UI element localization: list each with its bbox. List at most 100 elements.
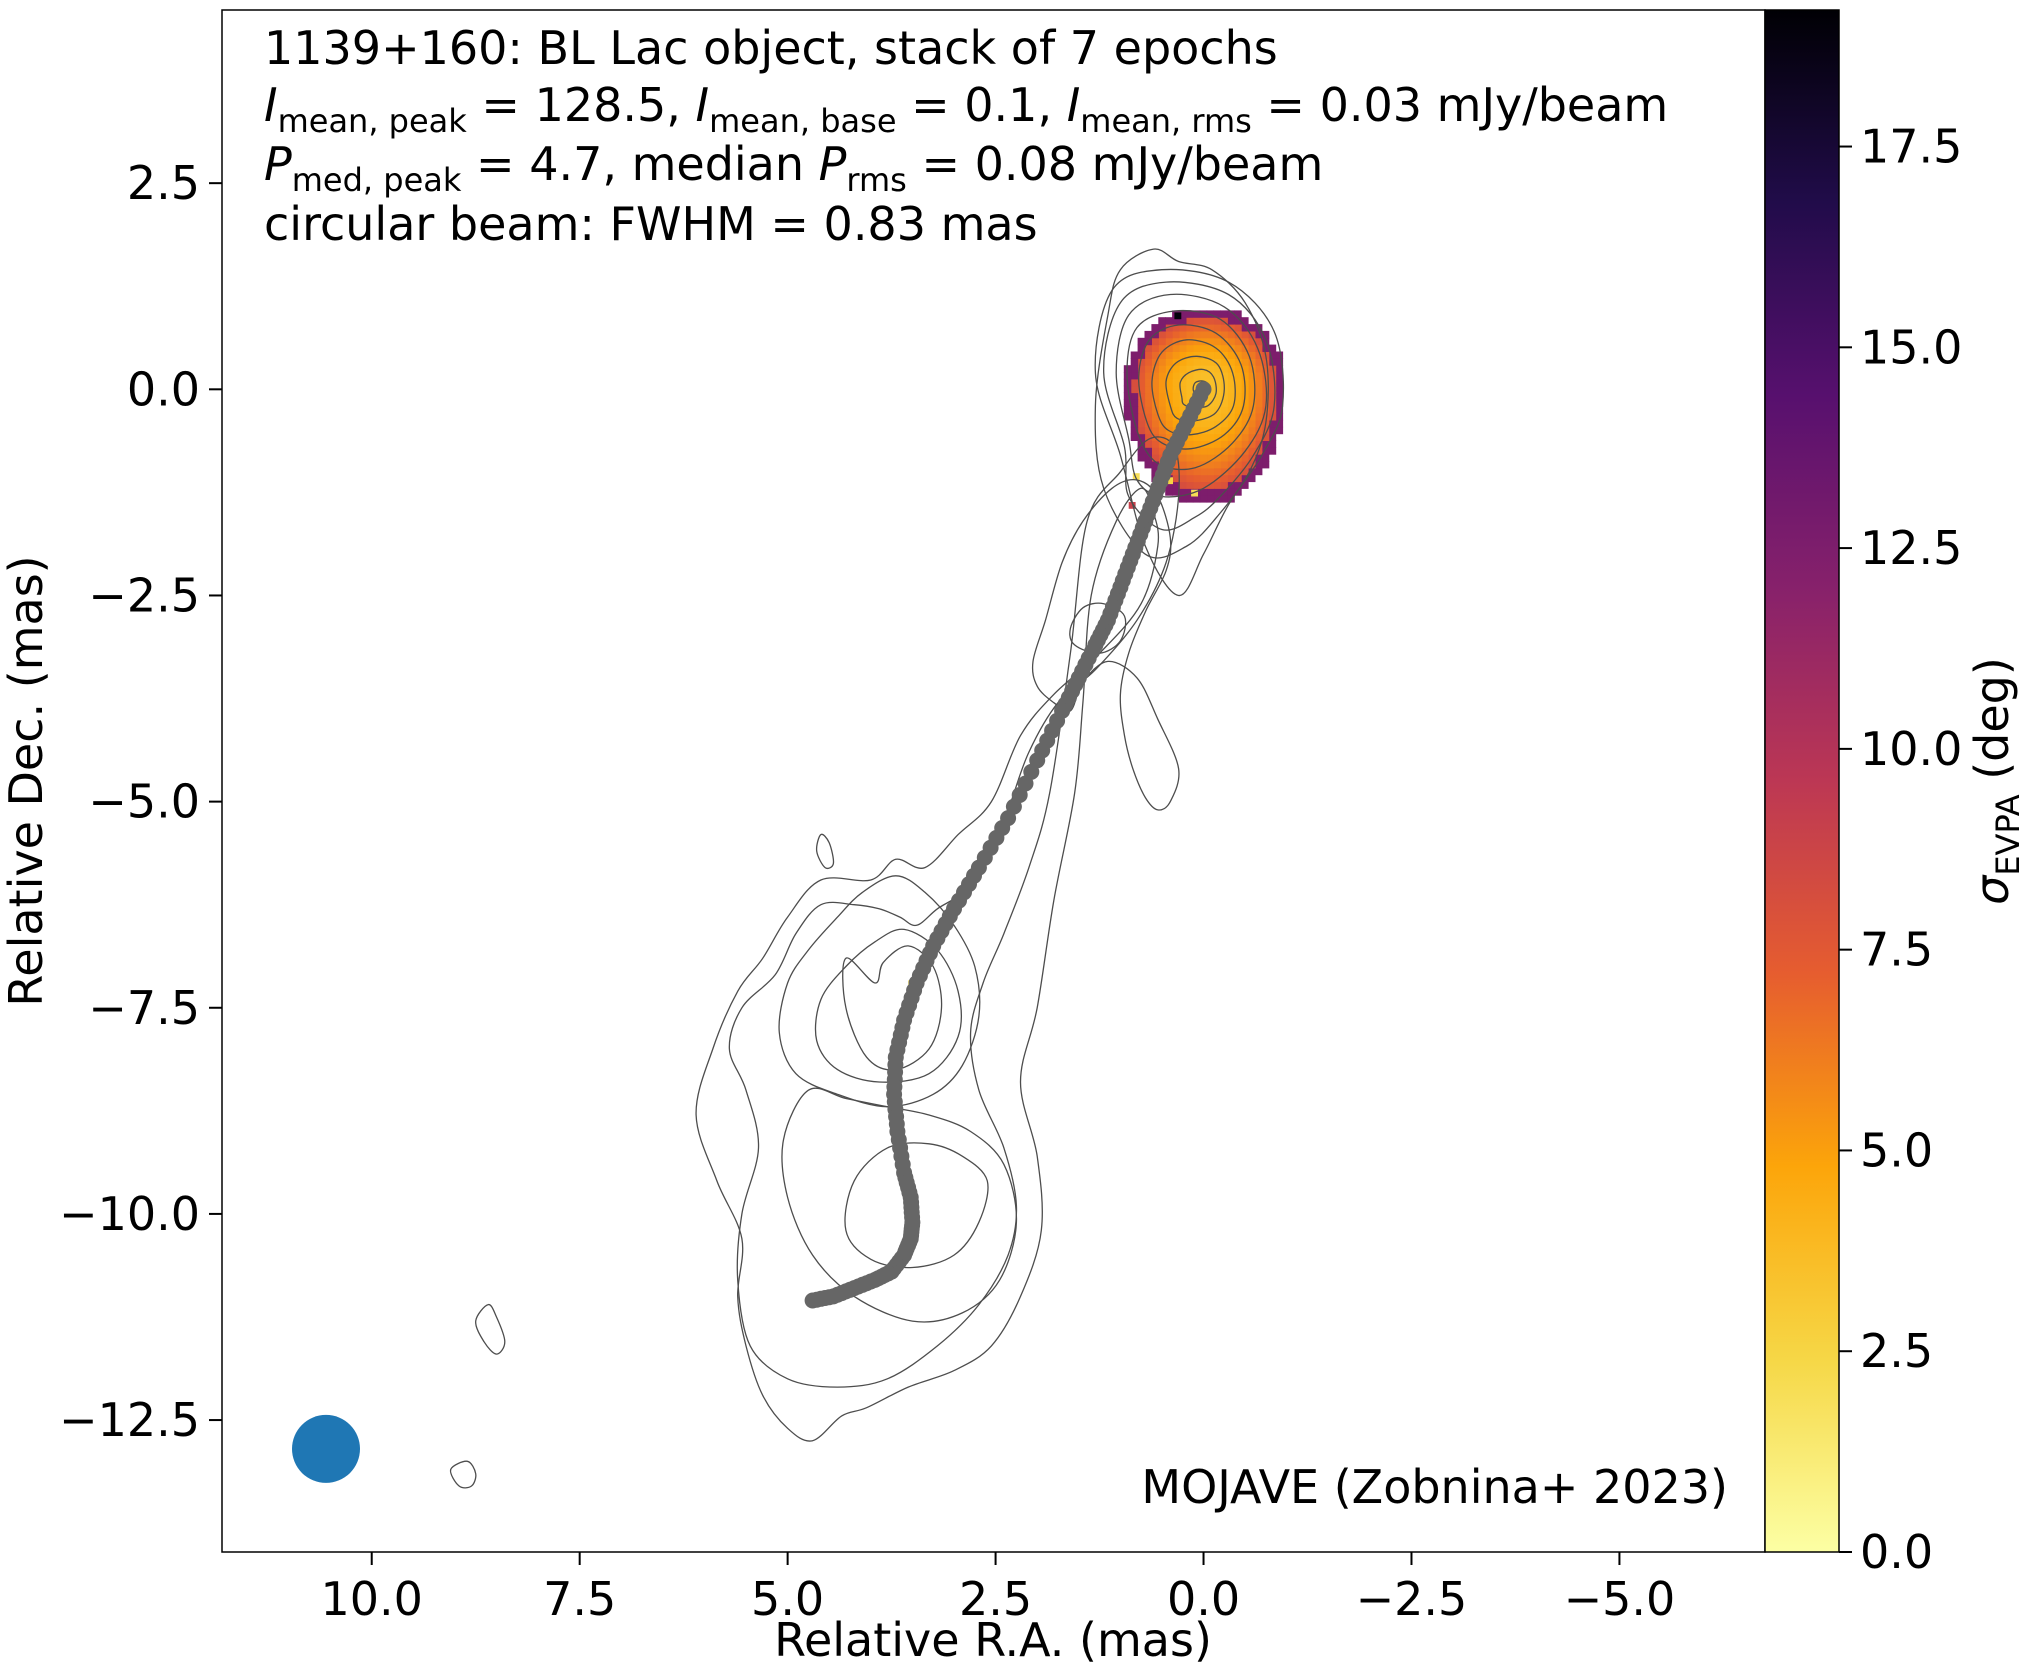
evpa-pixel — [1254, 358, 1263, 366]
evpa-pixel — [1241, 330, 1249, 339]
evpa-pixel — [1179, 330, 1187, 339]
evpa-pixel — [1206, 372, 1215, 380]
evpa-pixel — [1179, 337, 1187, 346]
evpa-pixel — [1268, 447, 1277, 455]
evpa-pixel — [1234, 358, 1242, 366]
evpa-pixel — [1234, 467, 1242, 476]
x-axis-ticks: 10.0 7.5 5.0 2.5 0.0 −2.5 −5.0 — [321, 1552, 1675, 1626]
evpa-pixel — [1206, 454, 1215, 462]
evpa-pixel — [1172, 385, 1180, 394]
evpa-pixel — [1268, 365, 1277, 373]
evpa-pixel — [1172, 365, 1180, 373]
evpa-pixel — [1144, 461, 1152, 469]
evpa-pixel — [1179, 372, 1187, 380]
evpa-pixel — [1206, 419, 1215, 428]
evpa-pixel — [1227, 461, 1235, 469]
polarization-symbol-2: P — [819, 137, 847, 191]
evpa-pixel — [1130, 365, 1139, 373]
evpa-pixel — [1248, 392, 1256, 400]
contour-line — [778, 875, 981, 1108]
evpa-pixel — [1227, 426, 1235, 435]
evpa-pixel — [1268, 344, 1277, 352]
evpa-pixel — [1206, 406, 1215, 414]
evpa-pixel — [1185, 392, 1194, 400]
evpa-pixel — [1234, 413, 1242, 421]
y-tick-label: −10.0 — [59, 1187, 200, 1241]
beam-ellipse — [292, 1414, 360, 1483]
evpa-pixel — [1261, 433, 1270, 441]
evpa-pixel — [1165, 406, 1173, 414]
evpa-pixel — [1206, 461, 1215, 469]
evpa-pixel — [1151, 365, 1159, 373]
evpa-pixel — [1241, 440, 1249, 448]
evpa-pixel — [1268, 392, 1277, 400]
contour-line — [728, 436, 1180, 1388]
evpa-pixel — [1199, 454, 1208, 462]
evpa-pixel — [1192, 461, 1201, 469]
evpa-pixel — [1151, 337, 1159, 346]
evpa-pixel — [1192, 481, 1201, 489]
evpa-pixel — [1220, 399, 1228, 407]
evpa-pixel — [1174, 312, 1182, 320]
evpa-pixel — [1172, 317, 1180, 325]
evpa-pixel — [1185, 337, 1194, 346]
evpa-pixel — [1213, 310, 1221, 318]
evpa-pixel — [1144, 344, 1152, 352]
evpa-pixel — [1234, 461, 1242, 469]
evpa-pixel — [1234, 440, 1242, 448]
evpa-pixel — [1227, 317, 1235, 325]
evpa-pixel — [1151, 454, 1159, 462]
evpa-pixel — [1165, 344, 1173, 352]
evpa-pixel — [1248, 330, 1256, 339]
evpa-pixel — [1151, 324, 1159, 332]
evpa-pixel — [1275, 365, 1284, 373]
evpa-pixel — [1248, 419, 1256, 428]
evpa-pixel — [1248, 365, 1256, 373]
evpa-pixel — [1227, 413, 1235, 421]
evpa-pixel — [1165, 392, 1173, 400]
evpa-pixel — [1241, 399, 1249, 407]
evpa-pixel — [1192, 344, 1201, 352]
evpa-pixel — [1234, 406, 1242, 414]
evpa-pixel — [1172, 419, 1180, 428]
evpa-pixel — [1185, 317, 1194, 325]
evpa-pixel — [1158, 413, 1166, 421]
evpa-pixel — [1144, 351, 1152, 359]
evpa-pixel — [1275, 351, 1284, 359]
evpa-pixel — [1213, 481, 1221, 489]
evpa-pixel — [1137, 372, 1146, 380]
title-line-1: 1139+160: BL Lac object, stack of 7 epoc… — [264, 21, 1278, 75]
evpa-pixel — [1248, 324, 1256, 332]
evpa-pixel — [1220, 372, 1228, 380]
evpa-pixel — [1220, 330, 1228, 339]
evpa-pixel — [1192, 351, 1201, 359]
value-med-peak: = 4.7, median — [461, 137, 818, 191]
evpa-pixel — [1248, 406, 1256, 414]
colorbar-label-subscript: EVPA — [1989, 794, 2021, 875]
colorbar-tick-label: 7.5 — [1860, 923, 1933, 977]
evpa-pixel — [1165, 337, 1173, 346]
evpa-pixel — [1261, 454, 1270, 462]
evpa-pixel — [1123, 392, 1132, 400]
x-tick-label: 0.0 — [1167, 1572, 1240, 1626]
evpa-pixel — [1206, 495, 1215, 503]
intensity-symbol: I — [264, 78, 278, 132]
evpa-pixel — [1172, 481, 1180, 489]
evpa-pixel — [1206, 447, 1215, 455]
evpa-pixel — [1158, 317, 1166, 325]
evpa-pixel — [1213, 440, 1221, 448]
evpa-pixel — [1158, 330, 1166, 339]
evpa-pixel — [1151, 358, 1159, 366]
colorbar-tick-label: 15.0 — [1860, 320, 1962, 374]
evpa-pixel — [1227, 392, 1235, 400]
evpa-pixel — [1158, 440, 1166, 448]
evpa-pixel — [1227, 351, 1235, 359]
y-tick-label: −7.5 — [88, 981, 200, 1035]
evpa-pixel — [1132, 473, 1140, 480]
evpa-pixel — [1213, 358, 1221, 366]
evpa-pixel — [1248, 433, 1256, 441]
evpa-pixel — [1213, 378, 1221, 387]
evpa-pixel — [1165, 351, 1173, 359]
value-mean-peak: = 128.5, — [467, 78, 696, 132]
evpa-pixel — [1165, 385, 1173, 394]
